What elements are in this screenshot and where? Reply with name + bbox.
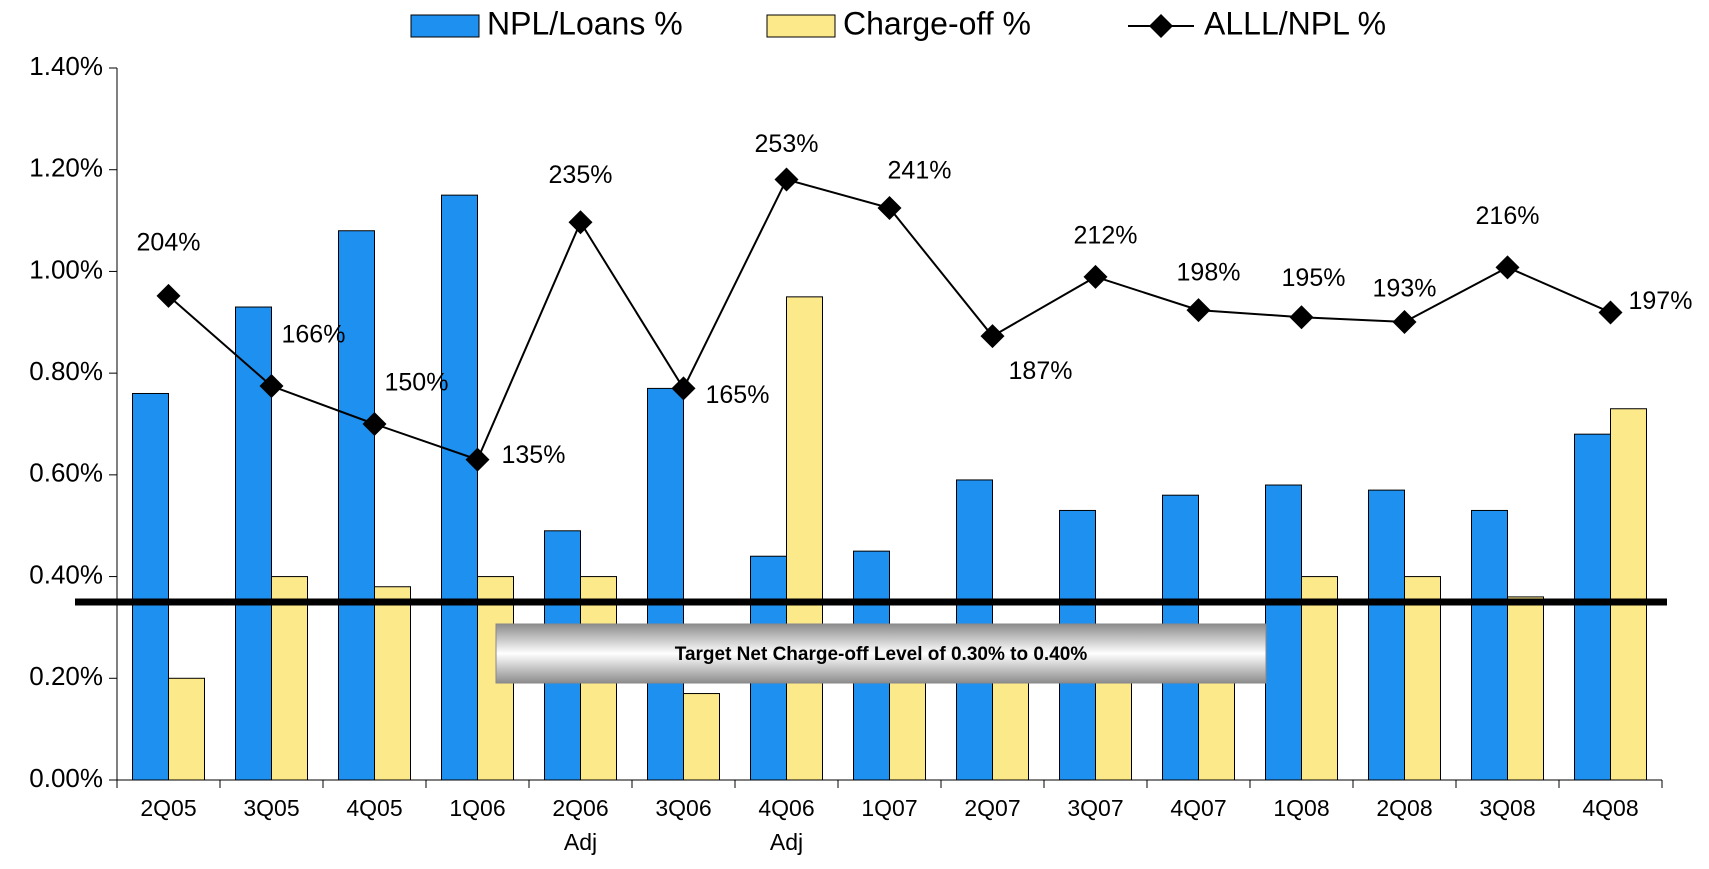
y-tick-label: 0.20%: [29, 661, 103, 691]
bar: [374, 586, 411, 781]
bar: [1574, 433, 1611, 781]
x-tick-label: 4Q05: [346, 795, 402, 821]
marker: [465, 447, 490, 472]
legend-marker: [1149, 14, 1173, 38]
bar: [1368, 489, 1405, 781]
marker: [1598, 300, 1623, 325]
x-tick-label: 2Q07: [964, 795, 1020, 821]
bar: [786, 296, 823, 781]
bar: [235, 306, 272, 781]
data-label: 204%: [137, 228, 201, 256]
y-tick-label: 0.00%: [29, 763, 103, 793]
data-label: 197%: [1629, 287, 1693, 315]
data-label: 150%: [385, 369, 449, 397]
data-label: 253%: [755, 130, 819, 158]
data-label: 165%: [706, 381, 770, 409]
legend-swatch: [410, 14, 480, 38]
marker: [1289, 305, 1314, 330]
bar: [132, 392, 169, 781]
data-label: 198%: [1177, 259, 1241, 287]
bar: [1610, 408, 1647, 781]
x-tick-label: 1Q08: [1273, 795, 1329, 821]
marker: [980, 324, 1005, 349]
x-tick-label: 4Q06 Adj: [758, 795, 814, 855]
marker: [774, 167, 799, 192]
marker: [671, 376, 696, 401]
data-label: 187%: [1009, 357, 1073, 385]
bar: [1265, 484, 1302, 781]
x-tick-label: 3Q05: [243, 795, 299, 821]
legend-label: Charge-off %: [843, 5, 1031, 41]
data-label: 216%: [1476, 202, 1540, 230]
legend-swatch: [766, 14, 836, 38]
bar: [271, 576, 308, 781]
annotation-box: [495, 623, 1267, 684]
x-tick-label: 2Q08: [1376, 795, 1432, 821]
x-tick-label: 1Q07: [861, 795, 917, 821]
bar: [1507, 596, 1544, 781]
bar: [647, 387, 684, 781]
bar: [683, 693, 720, 781]
data-label: 166%: [282, 321, 346, 349]
y-tick-label: 0.80%: [29, 356, 103, 386]
marker: [259, 374, 284, 399]
data-label: 241%: [888, 157, 952, 185]
data-label: 195%: [1282, 264, 1346, 292]
legend-label: ALLL/NPL %: [1204, 5, 1386, 41]
x-tick-label: 4Q08: [1582, 795, 1638, 821]
marker: [568, 210, 593, 235]
x-tick-label: 2Q06 Adj: [552, 795, 608, 855]
y-tick-label: 1.40%: [29, 51, 103, 81]
marker: [156, 283, 181, 308]
x-tick-label: 3Q06: [655, 795, 711, 821]
x-tick-label: 3Q07: [1067, 795, 1123, 821]
marker: [1186, 298, 1211, 323]
marker: [1083, 264, 1108, 289]
bar: [1471, 509, 1508, 781]
y-tick-label: 1.00%: [29, 254, 103, 284]
marker: [1392, 309, 1417, 334]
marker: [877, 196, 902, 221]
bar: [441, 194, 478, 781]
line: [167, 178, 1611, 461]
x-tick-label: 4Q07: [1170, 795, 1226, 821]
x-tick-label: 2Q05: [140, 795, 196, 821]
x-tick-label: 3Q08: [1479, 795, 1535, 821]
legend-label: NPL/Loans %: [487, 5, 683, 41]
data-label: 212%: [1074, 221, 1138, 249]
y-tick-label: 0.60%: [29, 458, 103, 488]
bar: [1404, 576, 1441, 781]
annotation: Target Net Charge-off Level of 0.30% to …: [675, 644, 1088, 665]
marker: [1495, 255, 1520, 280]
data-label: 135%: [502, 441, 566, 469]
y-tick-label: 1.20%: [29, 153, 103, 183]
bar: [338, 230, 375, 781]
data-label: 193%: [1373, 275, 1437, 303]
bar: [1301, 576, 1338, 781]
x-tick-label: 1Q06: [449, 795, 505, 821]
y-tick-label: 0.40%: [29, 559, 103, 589]
bar: [168, 677, 205, 781]
marker: [362, 412, 387, 436]
data-label: 235%: [549, 161, 613, 189]
